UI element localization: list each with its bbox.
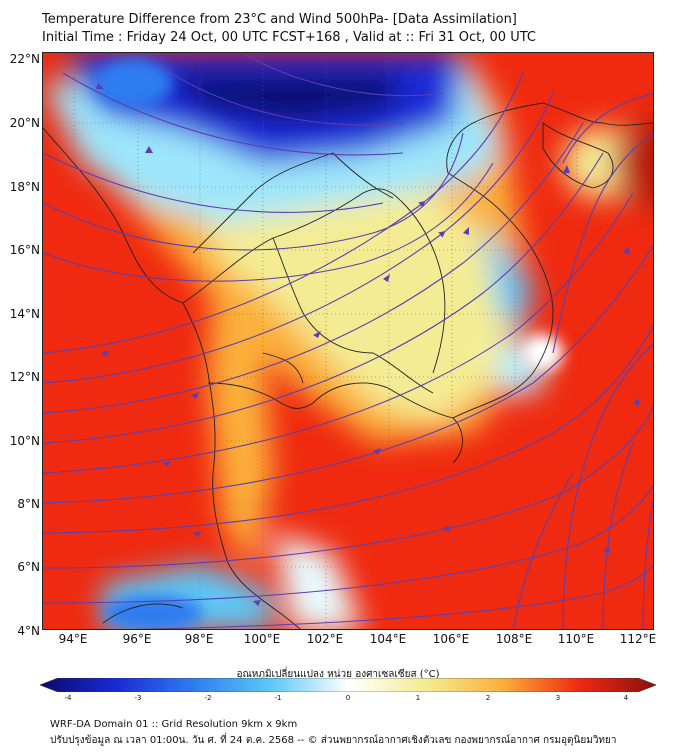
colorbar-tick-3: 3 [555, 694, 561, 702]
chart-title: Temperature Difference from 23°C and Win… [42, 12, 517, 27]
wind-streamlines [43, 53, 653, 629]
streamline-arrows [96, 83, 639, 606]
map-field [43, 53, 653, 629]
lat-label-6n: 6°N [17, 560, 40, 574]
colorbar-tick-m1: -1 [274, 694, 282, 702]
colorbar-tick-m4: -4 [64, 694, 72, 702]
lat-label-22n: 22°N [9, 52, 40, 66]
lon-label-96e: 96°E [122, 632, 152, 646]
chart-subtitle: Initial Time : Friday 24 Oct, 00 UTC FCS… [42, 30, 536, 45]
colorbar [40, 678, 656, 692]
lon-label-100e: 100°E [243, 632, 281, 646]
lat-label-8n: 8°N [17, 497, 40, 511]
colorbar-tick-2: 2 [485, 694, 491, 702]
detail-shading [93, 58, 563, 629]
lat-label-4n: 4°N [17, 624, 40, 638]
footer-credit: ปรับปรุงข้อมูล ณ เวลา 01:00น. วัน ศ. ที่… [50, 735, 617, 746]
colorbar-tick-m2: -2 [204, 694, 212, 702]
colorbar-tick-1: 1 [415, 694, 421, 702]
lon-label-94e: 94°E [58, 632, 88, 646]
colorbar-tick-4: 4 [623, 694, 629, 702]
lat-label-16n: 16°N [9, 243, 40, 257]
colorbar-title: อุณหภูมิเปลี่ยนแปลง หน่วย องศาเซลเซียส (… [236, 669, 440, 680]
temperature-wind-map [42, 52, 654, 630]
temperature-shading [43, 53, 653, 629]
lat-label-18n: 18°N [9, 180, 40, 194]
lon-label-102e: 102°E [306, 632, 344, 646]
colorbar-tick-0: 0 [345, 694, 351, 702]
lon-label-108e: 108°E [495, 632, 533, 646]
colorbar-tick-m3: -3 [134, 694, 142, 702]
coastlines-borders [43, 102, 653, 629]
lat-label-14n: 14°N [9, 307, 40, 321]
lon-label-110e: 110°E [557, 632, 595, 646]
lon-label-106e: 106°E [432, 632, 470, 646]
lon-label-104e: 104°E [369, 632, 407, 646]
lat-label-10n: 10°N [9, 434, 40, 448]
lat-label-12n: 12°N [9, 370, 40, 384]
lon-label-112e: 112°E [619, 632, 657, 646]
lat-label-20n: 20°N [9, 116, 40, 130]
lon-label-98e: 98°E [184, 632, 214, 646]
footer-model-info: WRF-DA Domain 01 :: Grid Resolution 9km … [50, 719, 298, 730]
